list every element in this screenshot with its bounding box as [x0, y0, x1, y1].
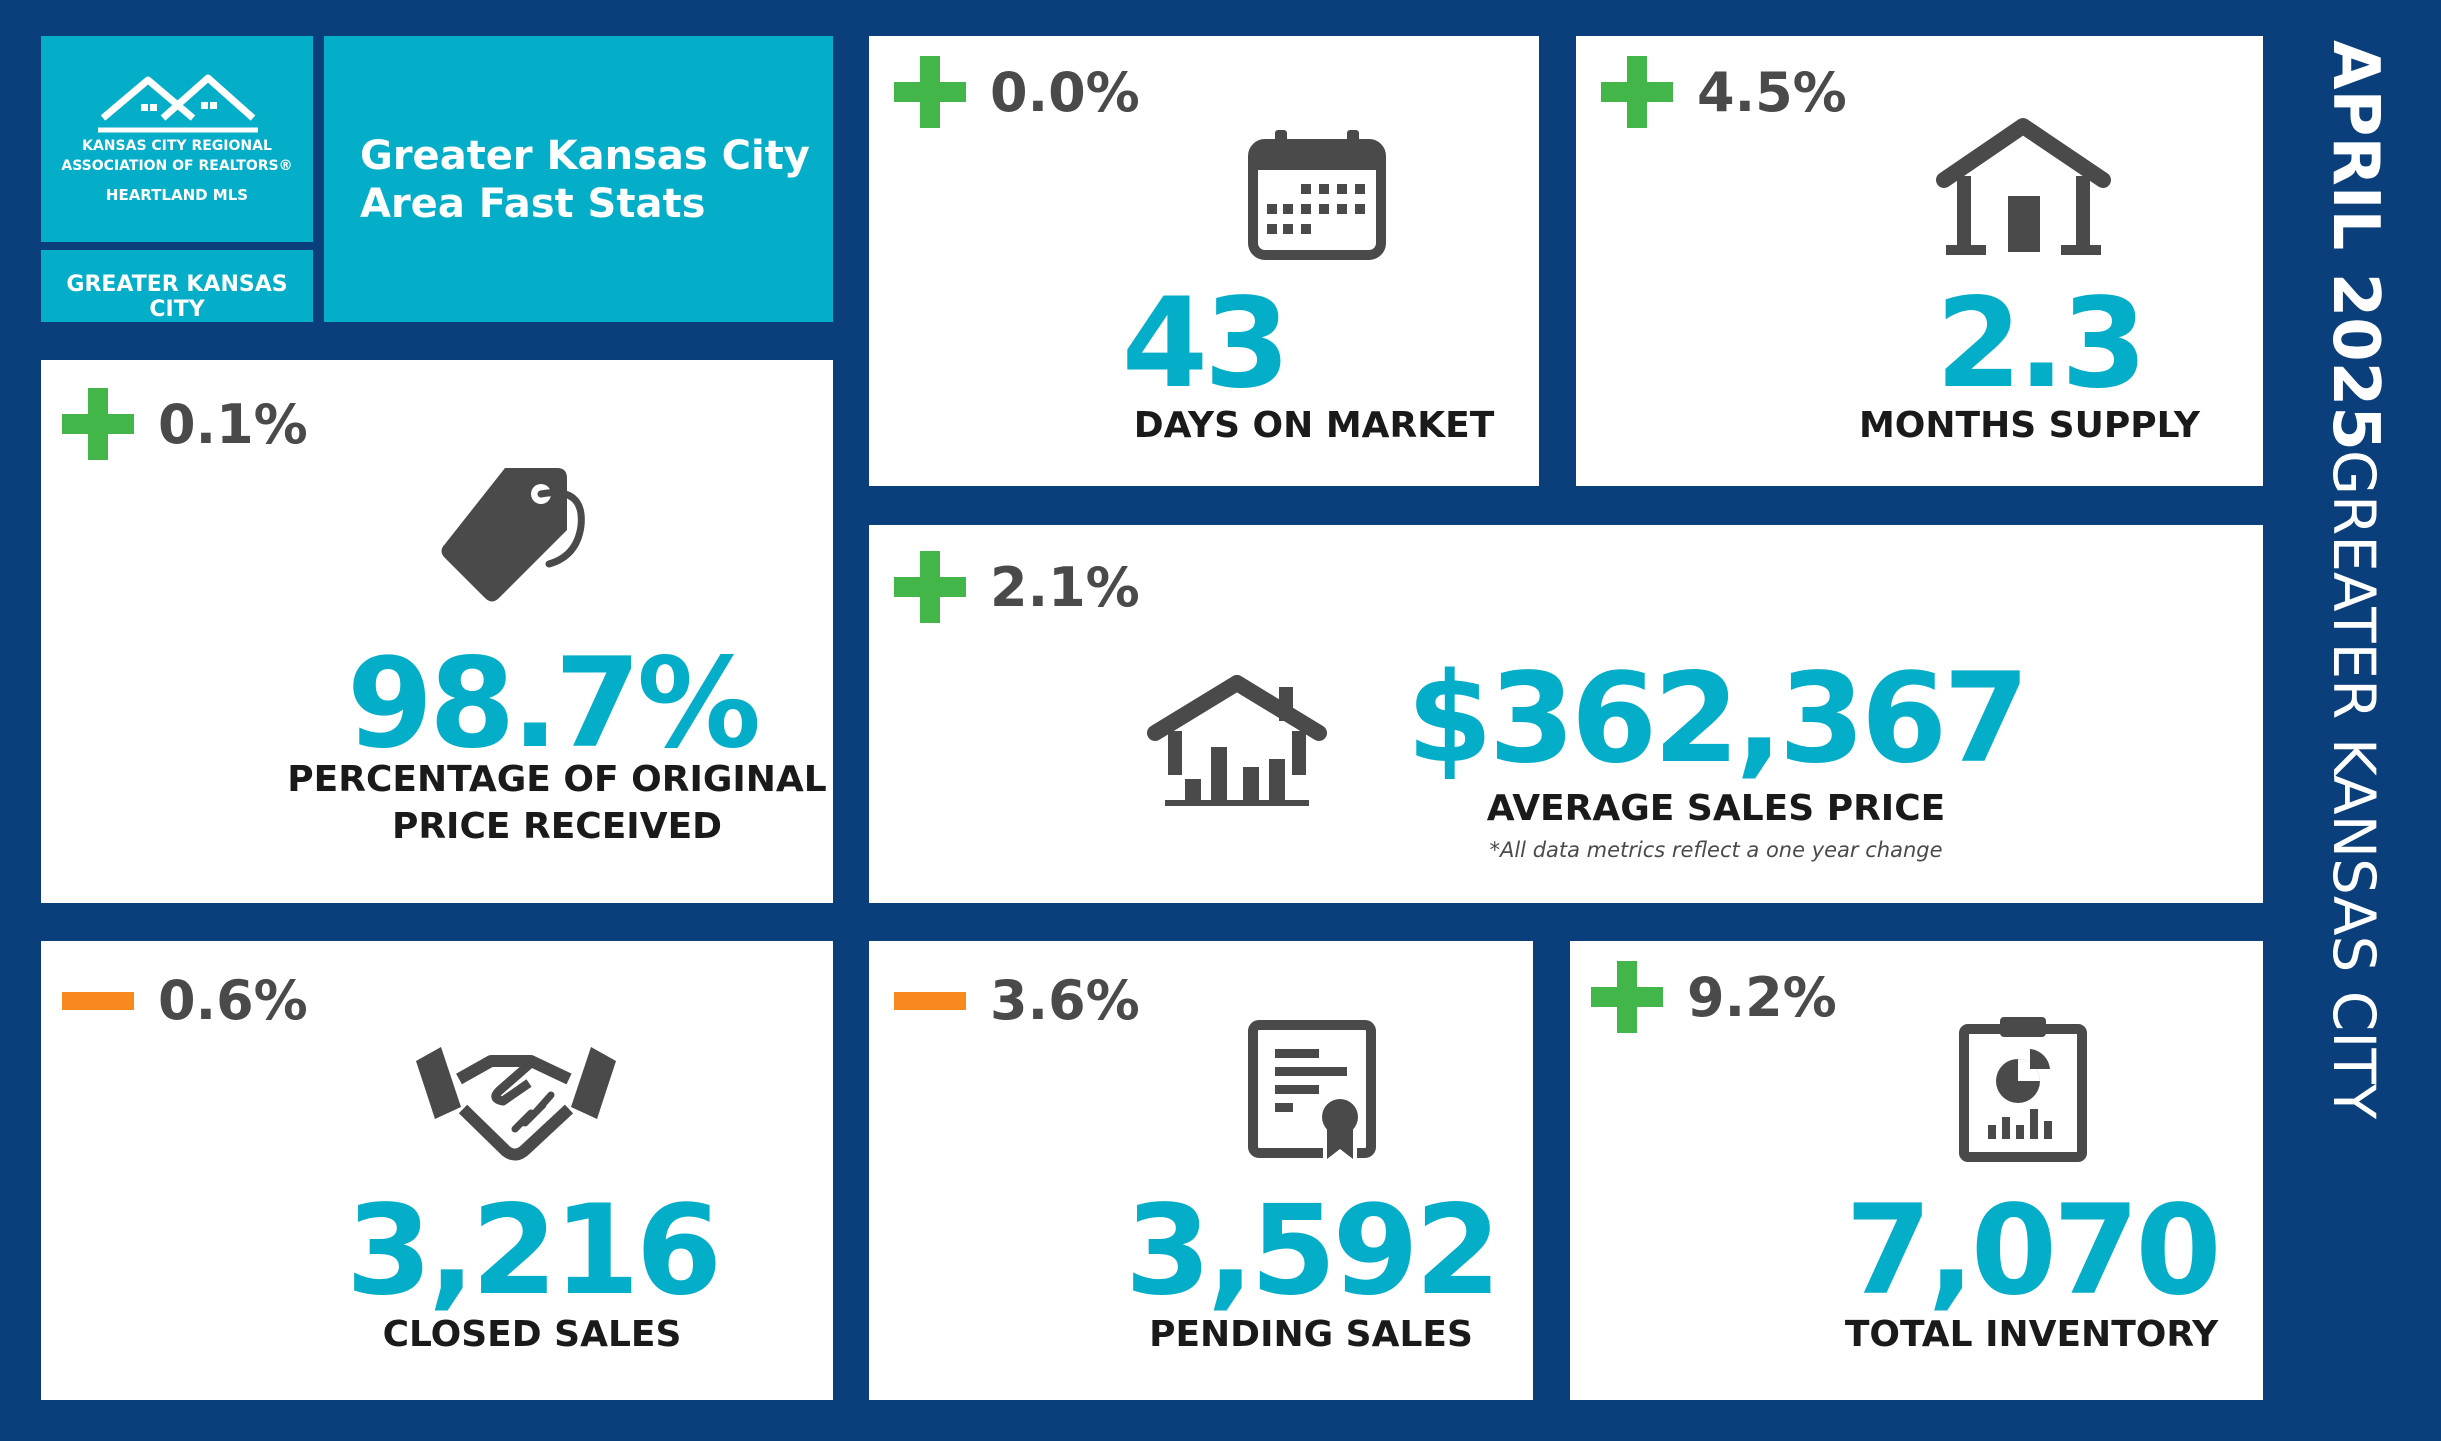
side-date: APRIL 2025: [2318, 40, 2392, 451]
page-title-text: Greater Kansas City Area Fast Stats: [360, 133, 810, 227]
clipboard-chart-icon: [1959, 1017, 2087, 1162]
pending-sales-label: PENDING SALES: [1149, 1314, 1473, 1355]
average-sales-price-card: 2.1% $362,367 AVERAGE SALES PRICE *All d…: [869, 525, 2263, 903]
total-inventory-card: 9.2% 7,070 TOTAL INVENTORY: [1570, 941, 2263, 1400]
page-title: Greater Kansas City Area Fast Stats: [360, 132, 820, 228]
months-supply-value: 2.3: [1935, 272, 2148, 416]
pct-original-price-value: 98.7%: [346, 632, 761, 776]
closed-sales-change-value: 0.6%: [158, 969, 308, 1032]
logo-line1: KANSAS CITY REGIONAL: [82, 138, 272, 154]
increase-icon: [894, 56, 966, 128]
data-note: *All data metrics reflect a one year cha…: [1489, 838, 1943, 862]
pending-sales-card: 3.6% 3,592 PENDING SALES: [869, 941, 1533, 1400]
calendar-icon: [1248, 130, 1386, 260]
certificate-icon: [1248, 1020, 1376, 1159]
house-chart-icon: [1147, 675, 1327, 806]
months-supply-card: 4.5% 2.3 MONTHS SUPPLY: [1576, 36, 2263, 486]
days-on-market-value: 43: [1121, 272, 1291, 416]
average-sales-price-label: AVERAGE SALES PRICE: [1486, 788, 1946, 829]
increase-icon: [1601, 56, 1673, 128]
decrease-icon: [894, 991, 966, 1010]
total-inventory-value: 7,070: [1845, 1179, 2221, 1323]
days-on-market-change: 0.0%: [894, 56, 1140, 128]
logo-line2: ASSOCIATION OF REALTORS®: [61, 158, 293, 174]
total-inventory-change-value: 9.2%: [1687, 965, 1837, 1029]
pending-sales-change-value: 3.6%: [990, 969, 1140, 1032]
days-on-market-change-value: 0.0%: [990, 60, 1140, 124]
pct-original-price-card: 0.1% 98.7% PERCENTAGE OF ORIGINAL PRICE …: [41, 360, 833, 903]
pct-original-price-label-line1: PERCENTAGE OF ORIGINAL: [287, 759, 827, 800]
pct-original-price-change-value: 0.1%: [158, 392, 308, 456]
closed-sales-card: 0.6% 3,216 CLOSED SALES: [41, 941, 833, 1400]
average-sales-price-change: 2.1%: [894, 551, 1140, 623]
closed-sales-change: 0.6%: [62, 969, 308, 1032]
pending-sales-change: 3.6%: [894, 969, 1140, 1032]
logo-panel: KANSAS CITY REGIONAL ASSOCIATION OF REAL…: [41, 36, 313, 242]
increase-icon: [62, 388, 134, 460]
house-icon: [1936, 118, 2111, 255]
region-tag-panel: GREATER KANSAS CITY: [41, 250, 313, 322]
increase-icon: [894, 551, 966, 623]
months-supply-change-value: 4.5%: [1697, 60, 1847, 124]
title-panel: Greater Kansas City Area Fast Stats: [324, 36, 833, 322]
pending-sales-value: 3,592: [1124, 1179, 1501, 1323]
increase-icon: [1591, 961, 1663, 1033]
months-supply-label: MONTHS SUPPLY: [1858, 405, 2201, 446]
total-inventory-label: TOTAL INVENTORY: [1844, 1314, 2219, 1355]
days-on-market-card: 0.0% 43 DAYS ON MARKET: [869, 36, 1539, 486]
closed-sales-label: CLOSED SALES: [382, 1314, 682, 1355]
price-tag-icon: [441, 468, 585, 602]
houses-logo-icon: [98, 74, 258, 133]
pct-original-price-change: 0.1%: [62, 388, 308, 460]
closed-sales-value: 3,216: [345, 1179, 722, 1323]
decrease-icon: [62, 991, 134, 1010]
average-sales-price-change-value: 2.1%: [990, 555, 1140, 619]
side-region: GREATER KANSAS CITY: [2320, 450, 2388, 1120]
months-supply-change: 4.5%: [1601, 56, 1847, 128]
pct-original-price-label-line2: PRICE RECEIVED: [391, 806, 723, 847]
average-sales-price-value: $362,367: [1406, 647, 2029, 791]
logo-line3: HEARTLAND MLS: [105, 186, 249, 204]
handshake-icon: [416, 1047, 616, 1161]
region-tag: GREATER KANSAS CITY: [66, 272, 288, 322]
total-inventory-change: 9.2%: [1591, 961, 1837, 1033]
days-on-market-label: DAYS ON MARKET: [1133, 405, 1495, 446]
